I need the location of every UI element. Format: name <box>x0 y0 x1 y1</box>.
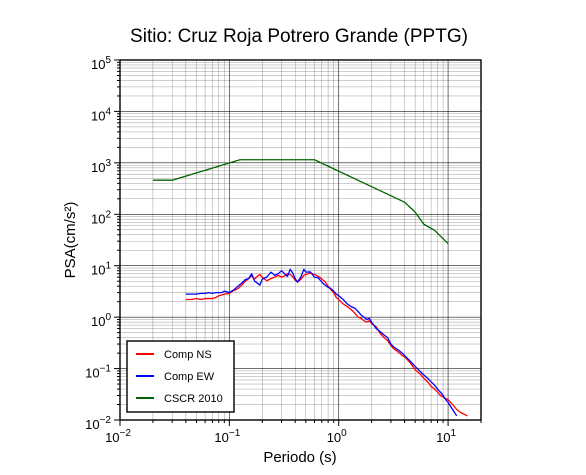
y-tick-label: 103 <box>91 158 111 175</box>
axis-ticks <box>114 59 482 426</box>
plot-frame <box>119 59 482 421</box>
series-line-comp-ns <box>185 272 468 417</box>
y-tick-label: 102 <box>91 209 111 226</box>
x-tick-label: 10−1 <box>214 428 240 445</box>
tick-labels: 10−2 10−1 100 101 10−2 10−1 100 101 102 103 104 105 <box>85 55 456 445</box>
y-axis-label: PSA(cm/s²) <box>62 202 79 279</box>
x-tick-label: 101 <box>436 428 456 445</box>
grid-lines <box>119 59 482 421</box>
y-tick-label: 10−2 <box>85 415 111 432</box>
legend: Comp NS Comp EW CSCR 2010 <box>126 340 235 413</box>
x-tick-label: 100 <box>327 428 347 445</box>
y-tick-label: 10−1 <box>85 364 111 381</box>
series-lines <box>152 159 468 417</box>
legend-label: Comp NS <box>164 349 212 361</box>
chart-title: Sitio: Cruz Roja Potrero Grande (PPTG) <box>130 26 468 47</box>
series-line-cscr-2010 <box>152 159 449 244</box>
series-line-comp-ew <box>185 268 458 417</box>
legend-label: CSCR 2010 <box>164 393 223 405</box>
legend-label: Comp EW <box>164 371 215 383</box>
x-axis-label: Periodo (s) <box>263 449 336 466</box>
y-tick-label: 101 <box>91 261 111 278</box>
y-tick-label: 104 <box>91 106 111 123</box>
x-tick-label: 10−2 <box>105 428 131 445</box>
y-tick-label: 100 <box>91 312 111 329</box>
y-tick-label: 105 <box>91 55 111 72</box>
